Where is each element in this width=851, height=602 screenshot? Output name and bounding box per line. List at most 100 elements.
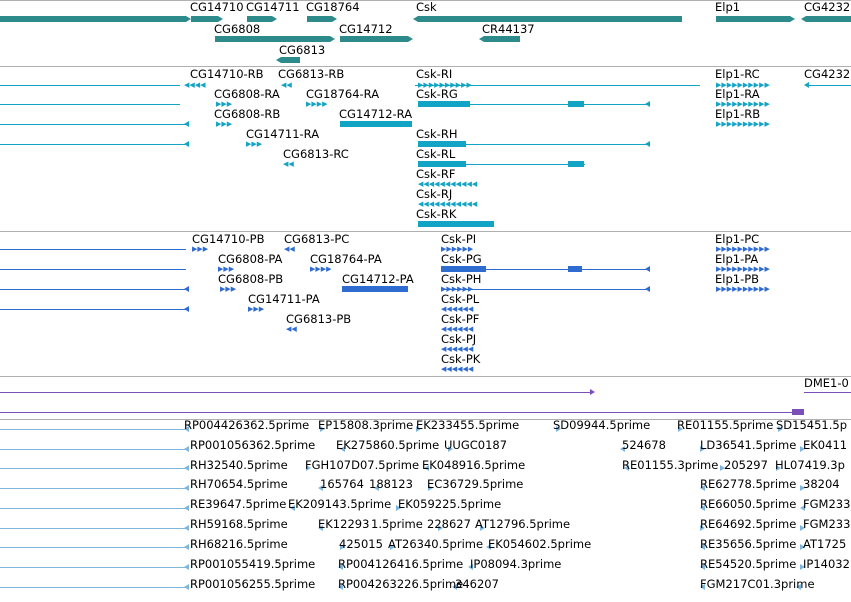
arrow-left-icon (276, 57, 281, 63)
arrow-left-icon (184, 445, 189, 452)
arrow-right-icon (272, 16, 277, 22)
intron-line (0, 547, 186, 549)
est-label: 205297 (724, 458, 768, 472)
feature-label: CG6808-RB (214, 107, 281, 121)
strand-arrow-icon: ◀◀◀◀◀◀ (441, 345, 474, 353)
arrow-left-icon (184, 583, 189, 590)
arrow-right-icon (408, 36, 413, 42)
exon-block (0, 16, 186, 22)
est-label: RH68216.5prime (190, 537, 288, 551)
arrow-left-icon (340, 445, 345, 452)
intron-line (418, 144, 648, 145)
arrow-right-icon (700, 524, 705, 531)
est-label: AT26340.5prime (388, 537, 484, 551)
feature-label: Csk-PL (441, 292, 480, 306)
exon-block (568, 161, 584, 167)
est-label: EK209143.5prime (288, 497, 392, 511)
arrow-left-icon (424, 465, 429, 472)
feature-label: CG14710-PB (192, 232, 265, 246)
intron-line (0, 488, 186, 490)
est-label: FGM233 (803, 517, 851, 531)
intron-line (415, 85, 700, 86)
intron-line (804, 392, 851, 393)
est-label: FGM233 (803, 497, 851, 511)
arrow-left-icon (800, 504, 805, 511)
arrow-right-icon (778, 426, 783, 432)
arrow-left-icon (184, 121, 189, 127)
feature-label: Elp1-PB (715, 272, 760, 286)
strand-arrow-icon: ◀◀ (286, 325, 297, 333)
est-label: RH59168.5prime (190, 517, 288, 531)
arrow-left-icon (645, 141, 650, 147)
strand-arrow-icon: ▶▶▶▶▶▶▶▶▶▶ (716, 81, 770, 89)
est-label: 188123 (369, 477, 413, 491)
feature-label: CG14712 (339, 22, 393, 36)
intron-line (0, 392, 592, 393)
exon-block (281, 57, 300, 63)
est-label: EK048916.5prime (422, 458, 526, 472)
feature-label: CR44137 (482, 22, 535, 36)
arrow-left-icon (796, 583, 801, 590)
intron-line (0, 586, 186, 588)
exon-block (340, 36, 408, 42)
strand-arrow-icon: ▶▶▶ (216, 100, 233, 108)
arrow-right-icon (720, 465, 725, 472)
motif-track (0, 376, 851, 419)
feature-label: CG18764-PA (310, 252, 382, 266)
strand-arrow-icon: ◀◀ (281, 81, 292, 89)
feature-label: CG18764 (306, 0, 360, 14)
strand-arrow-icon: ◀◀ (284, 245, 295, 253)
strand-arrow-icon: ▶▶▶▶▶▶ (441, 285, 474, 293)
intron-line (0, 468, 186, 470)
arrow-left-icon (486, 544, 491, 551)
arrow-right-icon (556, 426, 561, 432)
est-label: RP001056362.5prime (190, 438, 316, 452)
est-label: FGM217C01.3prime (700, 577, 815, 591)
arrow-right-icon (306, 465, 311, 472)
est-label: 1.5prime (371, 517, 423, 531)
feature-label: Csk-RI (416, 67, 453, 81)
protein-track (0, 231, 851, 376)
arrow-right-icon (186, 16, 191, 22)
strand-arrow-icon: ◀◀◀◀◀◀ (441, 325, 474, 333)
feature-label: CG14711 (246, 0, 300, 14)
exon-block (484, 36, 520, 42)
est-label: RH32540.5prime (190, 458, 288, 472)
arrow-right-icon (396, 504, 401, 511)
feature-label: Csk-RJ (416, 187, 453, 201)
strand-arrow-icon: ◀◀ (283, 160, 294, 168)
arrow-right-icon (790, 16, 795, 22)
strand-arrow-icon: ▶▶▶▶▶▶ (441, 245, 474, 253)
est-label: RP004426362.5prime (184, 418, 310, 432)
strand-arrow-icon: ▶▶▶ (218, 265, 235, 273)
intron-line (0, 144, 186, 145)
est-label: 165764 (320, 477, 364, 491)
strand-arrow-icon: ▶▶▶ (220, 285, 237, 293)
est-label: RP004126416.5prime (338, 557, 464, 571)
est-label: EK233455.5prime (416, 418, 520, 432)
est-label: IP08094.3prime (470, 557, 562, 571)
intron-line (0, 269, 186, 270)
feature-label: Csk-PJ (441, 332, 477, 346)
exon-block (806, 16, 851, 22)
arrow-right-icon (776, 465, 781, 472)
arrow-left-icon (184, 504, 189, 511)
feature-label: DME1-0 (804, 376, 849, 390)
est-label: UUGC0187 (444, 438, 508, 452)
feature-label: CG6808-PB (218, 272, 284, 286)
arrow-left-icon (184, 563, 189, 570)
est-label: EK054602.5prime (488, 537, 592, 551)
feature-label: Csk-RK (416, 207, 457, 221)
strand-arrow-icon: ▶▶▶ (246, 140, 263, 148)
strand-arrow-icon: ▶▶▶ (248, 305, 265, 313)
est-label: IP14032 (803, 557, 850, 571)
intron-line (0, 289, 186, 290)
arrow-left-icon (804, 82, 809, 88)
est-label: RP001056255.5prime (190, 577, 316, 591)
arrow-right-icon (390, 544, 395, 551)
intron-line (0, 507, 186, 509)
feature-label: Csk (416, 0, 437, 14)
intron-line (0, 104, 180, 105)
feature-label: Elp1 (715, 0, 741, 14)
